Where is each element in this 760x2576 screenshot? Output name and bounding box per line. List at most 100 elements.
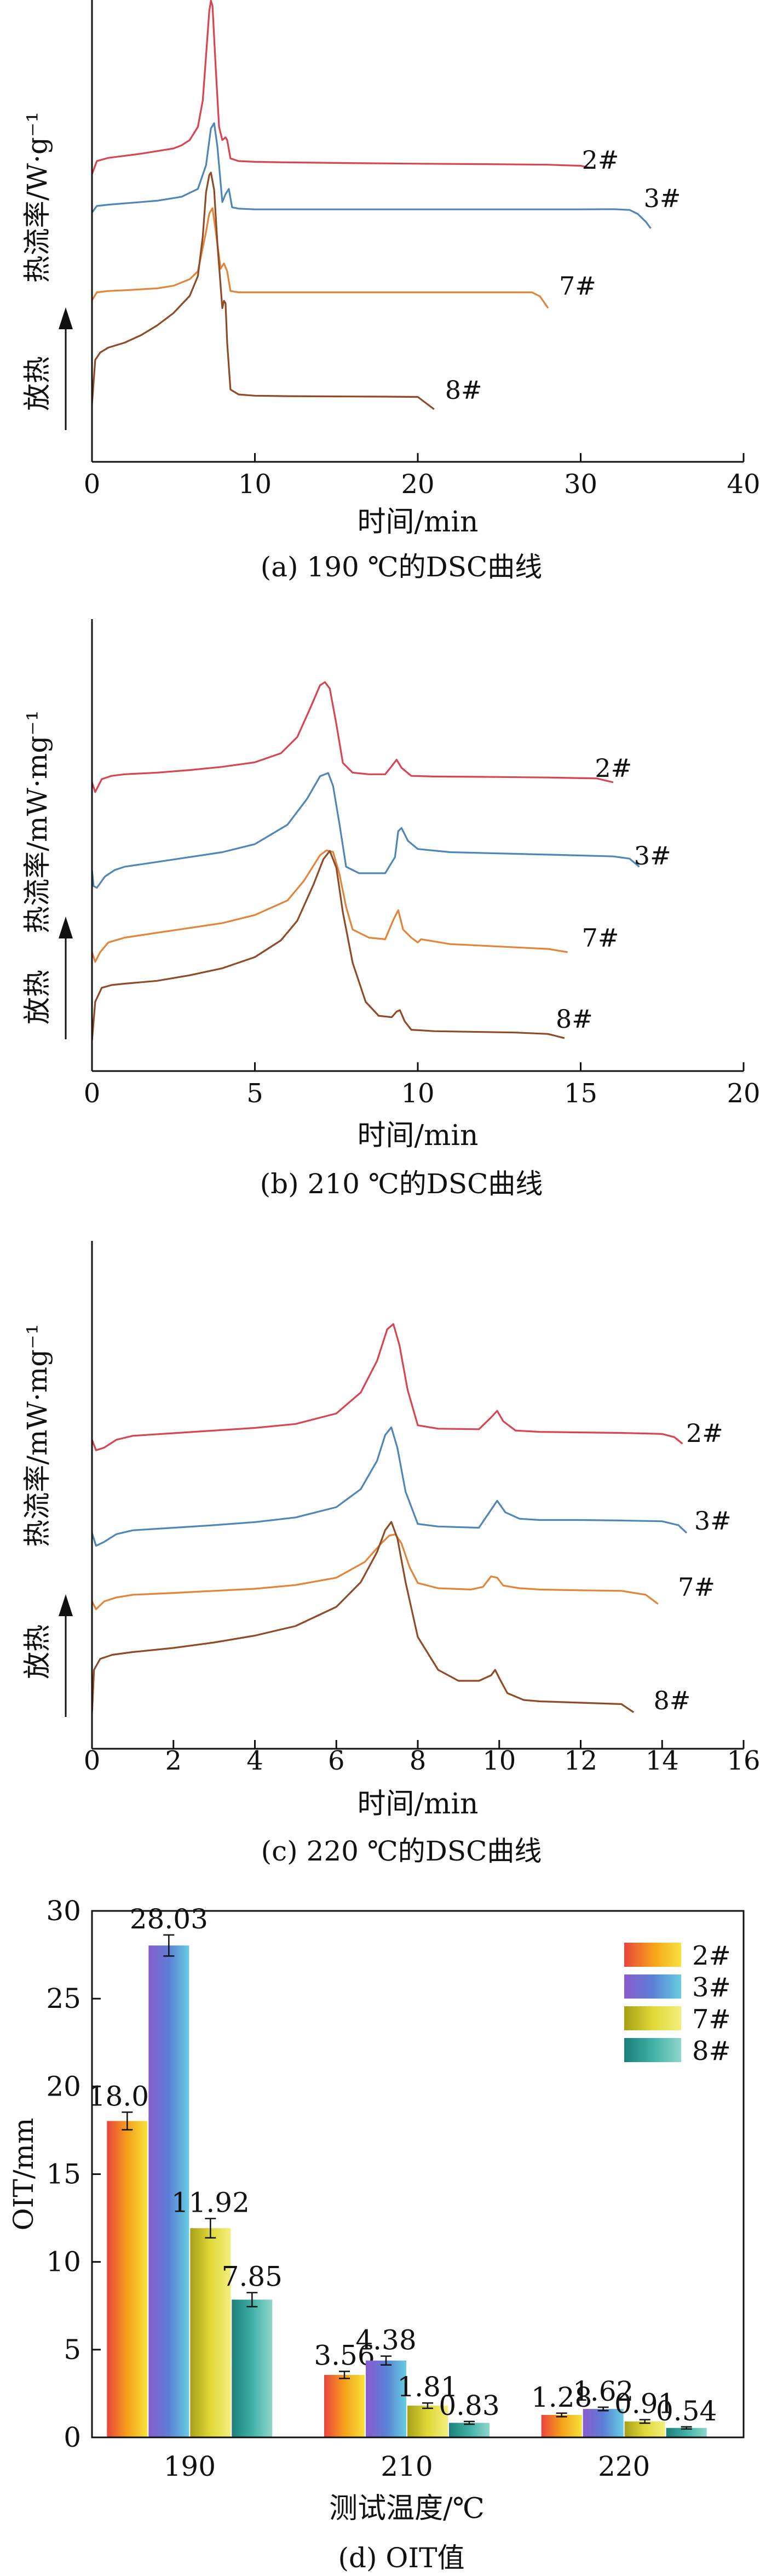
oit-bar-210-series-1 <box>324 2374 365 2437</box>
oit-value-label-220-series-3: 0.91 <box>614 2388 675 2420</box>
oit-legend-swatch-3 <box>624 2006 681 2030</box>
dsc-axes-190: 0 10 20 30 40 <box>59 0 760 500</box>
oit-legend: 2#3#7#8# <box>624 1940 731 2066</box>
oit-bar-190-series-2 <box>148 1945 189 2437</box>
oit-value-label-190-series-3: 11.92 <box>171 2187 250 2219</box>
dsc-190-series-2-line <box>91 122 652 229</box>
dsc-210-x-tick-label-4: 20 <box>727 1078 760 1109</box>
oit-value-label-220-series-2: 1.62 <box>573 2375 634 2407</box>
oit-legend-swatch-1 <box>624 1943 681 1967</box>
dsc-220-x-axis-label: 时间/min <box>358 1788 479 1821</box>
oit-x-axis-label: 测试温度/℃ <box>329 2492 485 2525</box>
oit-value-label-190-series-2: 28.03 <box>130 1903 208 1935</box>
oit-value-label-210-series-2: 4.38 <box>355 2325 416 2356</box>
dsc-210-series-label-3: 7# <box>582 923 619 953</box>
dsc-series-layer-190: 2# 3# 7# 8# <box>91 0 681 410</box>
oit-y-axis-label: OIT/mm <box>8 2118 39 2231</box>
dsc-190-series-3-line <box>91 207 549 309</box>
dsc-190-exo-label: 放热 <box>21 356 53 411</box>
oit-legend-swatch-2 <box>624 1974 681 1999</box>
dsc-190-series-label-1: 2# <box>582 145 619 175</box>
oit-caption: (d) OIT值 <box>338 2542 464 2574</box>
dsc-panel-210: 2#3#7#8# 0 5 10 15 20 热流率/mW·mg⁻¹ 放热 时间/min … <box>21 619 760 1200</box>
oit-bar-220-series-1 <box>541 2414 582 2437</box>
oit-value-label-220-series-4: 0.54 <box>656 2395 717 2427</box>
oit-value-label-220-series-1: 1.28 <box>531 2382 592 2413</box>
oit-bar-190-series-4 <box>232 2299 273 2437</box>
dsc-190-x-tick-label-3: 30 <box>564 469 597 500</box>
oit-value-label-190-series-4: 7.85 <box>222 2261 283 2293</box>
oit-category-label-190: 190 <box>164 2451 216 2482</box>
dsc-220-x-tick-label-6: 12 <box>564 1745 597 1776</box>
dsc-210-x-tick-label-1: 5 <box>246 1078 263 1109</box>
dsc-220-series-label-4: 8# <box>654 1686 691 1715</box>
dsc-190-series-label-4: 8# <box>445 375 482 405</box>
oit-axes: 190 210 220 0 5 10 15 20 25 30 <box>46 1895 745 2482</box>
oit-legend-swatch-4 <box>624 2038 681 2062</box>
dsc-220-series-3-line <box>91 1533 659 1610</box>
oit-y-tick-label-1: 5 <box>64 2334 81 2366</box>
oit-bar-190-series-3 <box>190 2228 231 2437</box>
dsc-190-caption: (a) 190 ℃的DSC曲线 <box>261 551 543 583</box>
oit-bar-220-series-4 <box>666 2428 707 2437</box>
dsc-220-exo-arrow-head <box>59 1594 73 1616</box>
dsc-190-series-1-line <box>91 0 589 175</box>
oit-y-tick-label-0: 0 <box>64 2422 81 2453</box>
dsc-190-series-label-3: 7# <box>559 271 596 301</box>
dsc-210-series-2-line <box>91 772 640 889</box>
oit-legend-label-1: 2# <box>692 1940 731 1971</box>
dsc-210-series-label-1: 2# <box>595 753 632 783</box>
oit-y-tick-label-3: 15 <box>46 2159 81 2190</box>
dsc-220-exo-label: 放热 <box>21 1624 53 1679</box>
oit-bar-220-series-3 <box>624 2421 665 2437</box>
dsc-220-x-tick-label-7: 14 <box>646 1745 679 1776</box>
dsc-220-x-tick-label-2: 4 <box>246 1745 263 1776</box>
oit-bar-210-series-3 <box>407 2406 448 2437</box>
dsc-220-caption: (c) 220 ℃的DSC曲线 <box>261 1835 542 1867</box>
oit-value-label-210-series-1: 3.56 <box>314 2340 375 2372</box>
oit-y-tick-label-2: 10 <box>46 2246 81 2278</box>
dsc-190-x-tick-label-0: 0 <box>84 469 101 500</box>
dsc-220-series-2-line <box>91 1426 687 1547</box>
oit-y-tick-label-5: 25 <box>46 1983 81 2014</box>
dsc-220-series-label-3: 7# <box>678 1572 715 1602</box>
dsc-axes-220: 0 2 4 6 8 10 12 14 16 <box>59 1241 760 1776</box>
dsc-210-x-axis-label: 时间/min <box>358 1119 479 1152</box>
oit-category-label-210: 210 <box>381 2451 433 2482</box>
oit-y-tick-label-6: 30 <box>46 1895 81 1927</box>
dsc-210-exo-arrow-head <box>59 917 73 938</box>
dsc-190-x-tick-label-4: 40 <box>727 469 760 500</box>
oit-legend-label-4: 8# <box>692 2036 731 2066</box>
dsc-210-caption: (b) 210 ℃的DSC曲线 <box>260 1168 543 1200</box>
dsc-210-x-tick-label-3: 15 <box>564 1078 597 1109</box>
oit-bar-210-series-2 <box>366 2360 406 2437</box>
dsc-190-x-tick-label-1: 10 <box>238 469 272 500</box>
dsc-220-x-tick-label-0: 0 <box>84 1745 101 1776</box>
dsc-220-x-tick-label-4: 8 <box>410 1745 427 1776</box>
dsc-axes-210: 0 5 10 15 20 <box>59 619 760 1109</box>
oit-legend-label-3: 7# <box>692 2004 731 2035</box>
dsc-220-x-tick-label-3: 6 <box>328 1745 345 1776</box>
dsc-panel-190: 2# 3# 7# 8# 0 10 20 30 40 热流率/W·g⁻¹ 放热 时间/min (… <box>21 0 760 583</box>
dsc-220-series-label-2: 3# <box>694 1506 732 1536</box>
dsc-series-layer-210: 2# 3# 7# 8# <box>91 681 671 1041</box>
oit-bar-210-series-4 <box>449 2423 490 2437</box>
dsc-190-series-label-2: 3# <box>644 184 681 213</box>
dsc-190-x-tick-label-2: 20 <box>401 469 434 500</box>
dsc-220-x-tick-label-8: 16 <box>727 1745 760 1776</box>
dsc-210-series-label-2: 3# <box>634 841 671 871</box>
dsc-210-series-3-line <box>91 849 568 963</box>
dsc-210-series-label-4: 8# <box>556 1004 593 1034</box>
dsc-210-x-tick-label-0: 0 <box>84 1078 101 1109</box>
oit-bar-190-series-1 <box>107 2121 148 2437</box>
dsc-190-y-axis-label: 热流率/W·g⁻¹ <box>21 112 53 283</box>
oit-category-label-220: 220 <box>598 2451 650 2482</box>
oit-legend-label-2: 3# <box>692 1972 731 2003</box>
dsc-210-series-1-line <box>91 681 614 793</box>
oit-bar-220-series-2 <box>583 2409 624 2437</box>
dsc-190-exo-arrow-head <box>59 307 73 329</box>
dsc-210-x-tick-label-2: 10 <box>401 1078 434 1109</box>
